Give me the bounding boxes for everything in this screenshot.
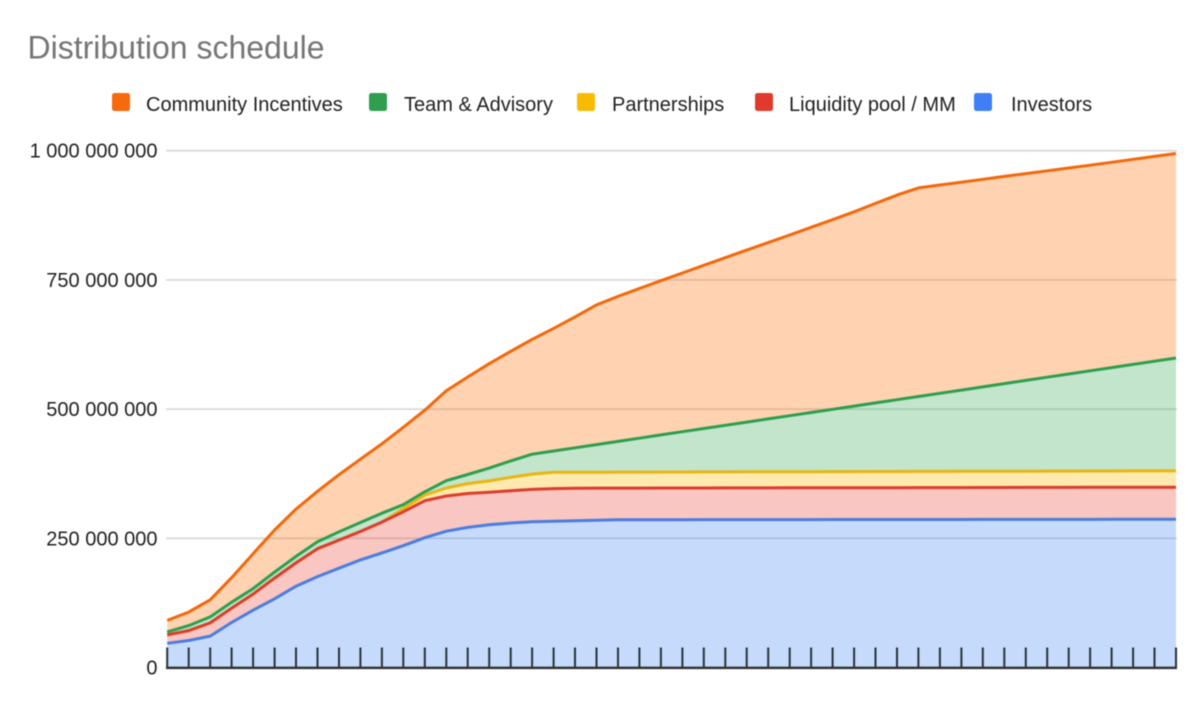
svg-text:Partnerships: Partnerships [612, 94, 724, 116]
svg-text:Team & Advisory: Team & Advisory [404, 94, 553, 116]
svg-text:Liquidity pool / MM: Liquidity pool / MM [789, 94, 956, 116]
svg-text:Community Incentives: Community Incentives [146, 94, 343, 116]
svg-text:Investors: Investors [1011, 94, 1092, 116]
svg-text:250 000 000: 250 000 000 [46, 528, 157, 550]
svg-text:500 000 000: 500 000 000 [46, 399, 157, 421]
svg-text:1 000 000 000: 1 000 000 000 [30, 141, 158, 163]
svg-text:0: 0 [146, 658, 157, 680]
svg-text:750 000 000: 750 000 000 [46, 270, 157, 292]
svg-text:Distribution schedule: Distribution schedule [28, 30, 325, 66]
